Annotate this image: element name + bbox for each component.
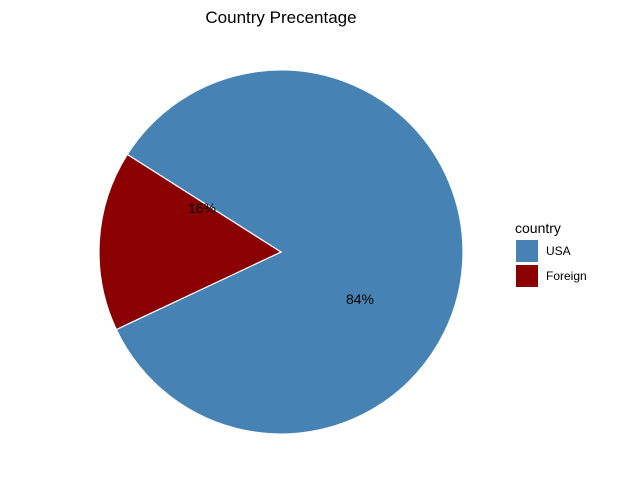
- pie-slice-foreign: [98, 153, 283, 331]
- legend-label-usa: USA: [546, 244, 571, 258]
- pie-slice-usa: [115, 69, 464, 435]
- slice-label-foreign: 16%: [188, 200, 216, 216]
- slice-label-usa: 84%: [346, 291, 374, 307]
- legend: country USA Foreign: [515, 220, 587, 287]
- legend-label-foreign: Foreign: [546, 269, 587, 283]
- legend-swatch-foreign: [516, 265, 538, 287]
- pie-slices: [98, 69, 464, 435]
- legend-title: country: [515, 220, 561, 236]
- chart-title: Country Precentage: [205, 8, 356, 27]
- pie-slice-labels: 84% 16%: [188, 200, 374, 307]
- legend-swatch-usa: [516, 240, 538, 262]
